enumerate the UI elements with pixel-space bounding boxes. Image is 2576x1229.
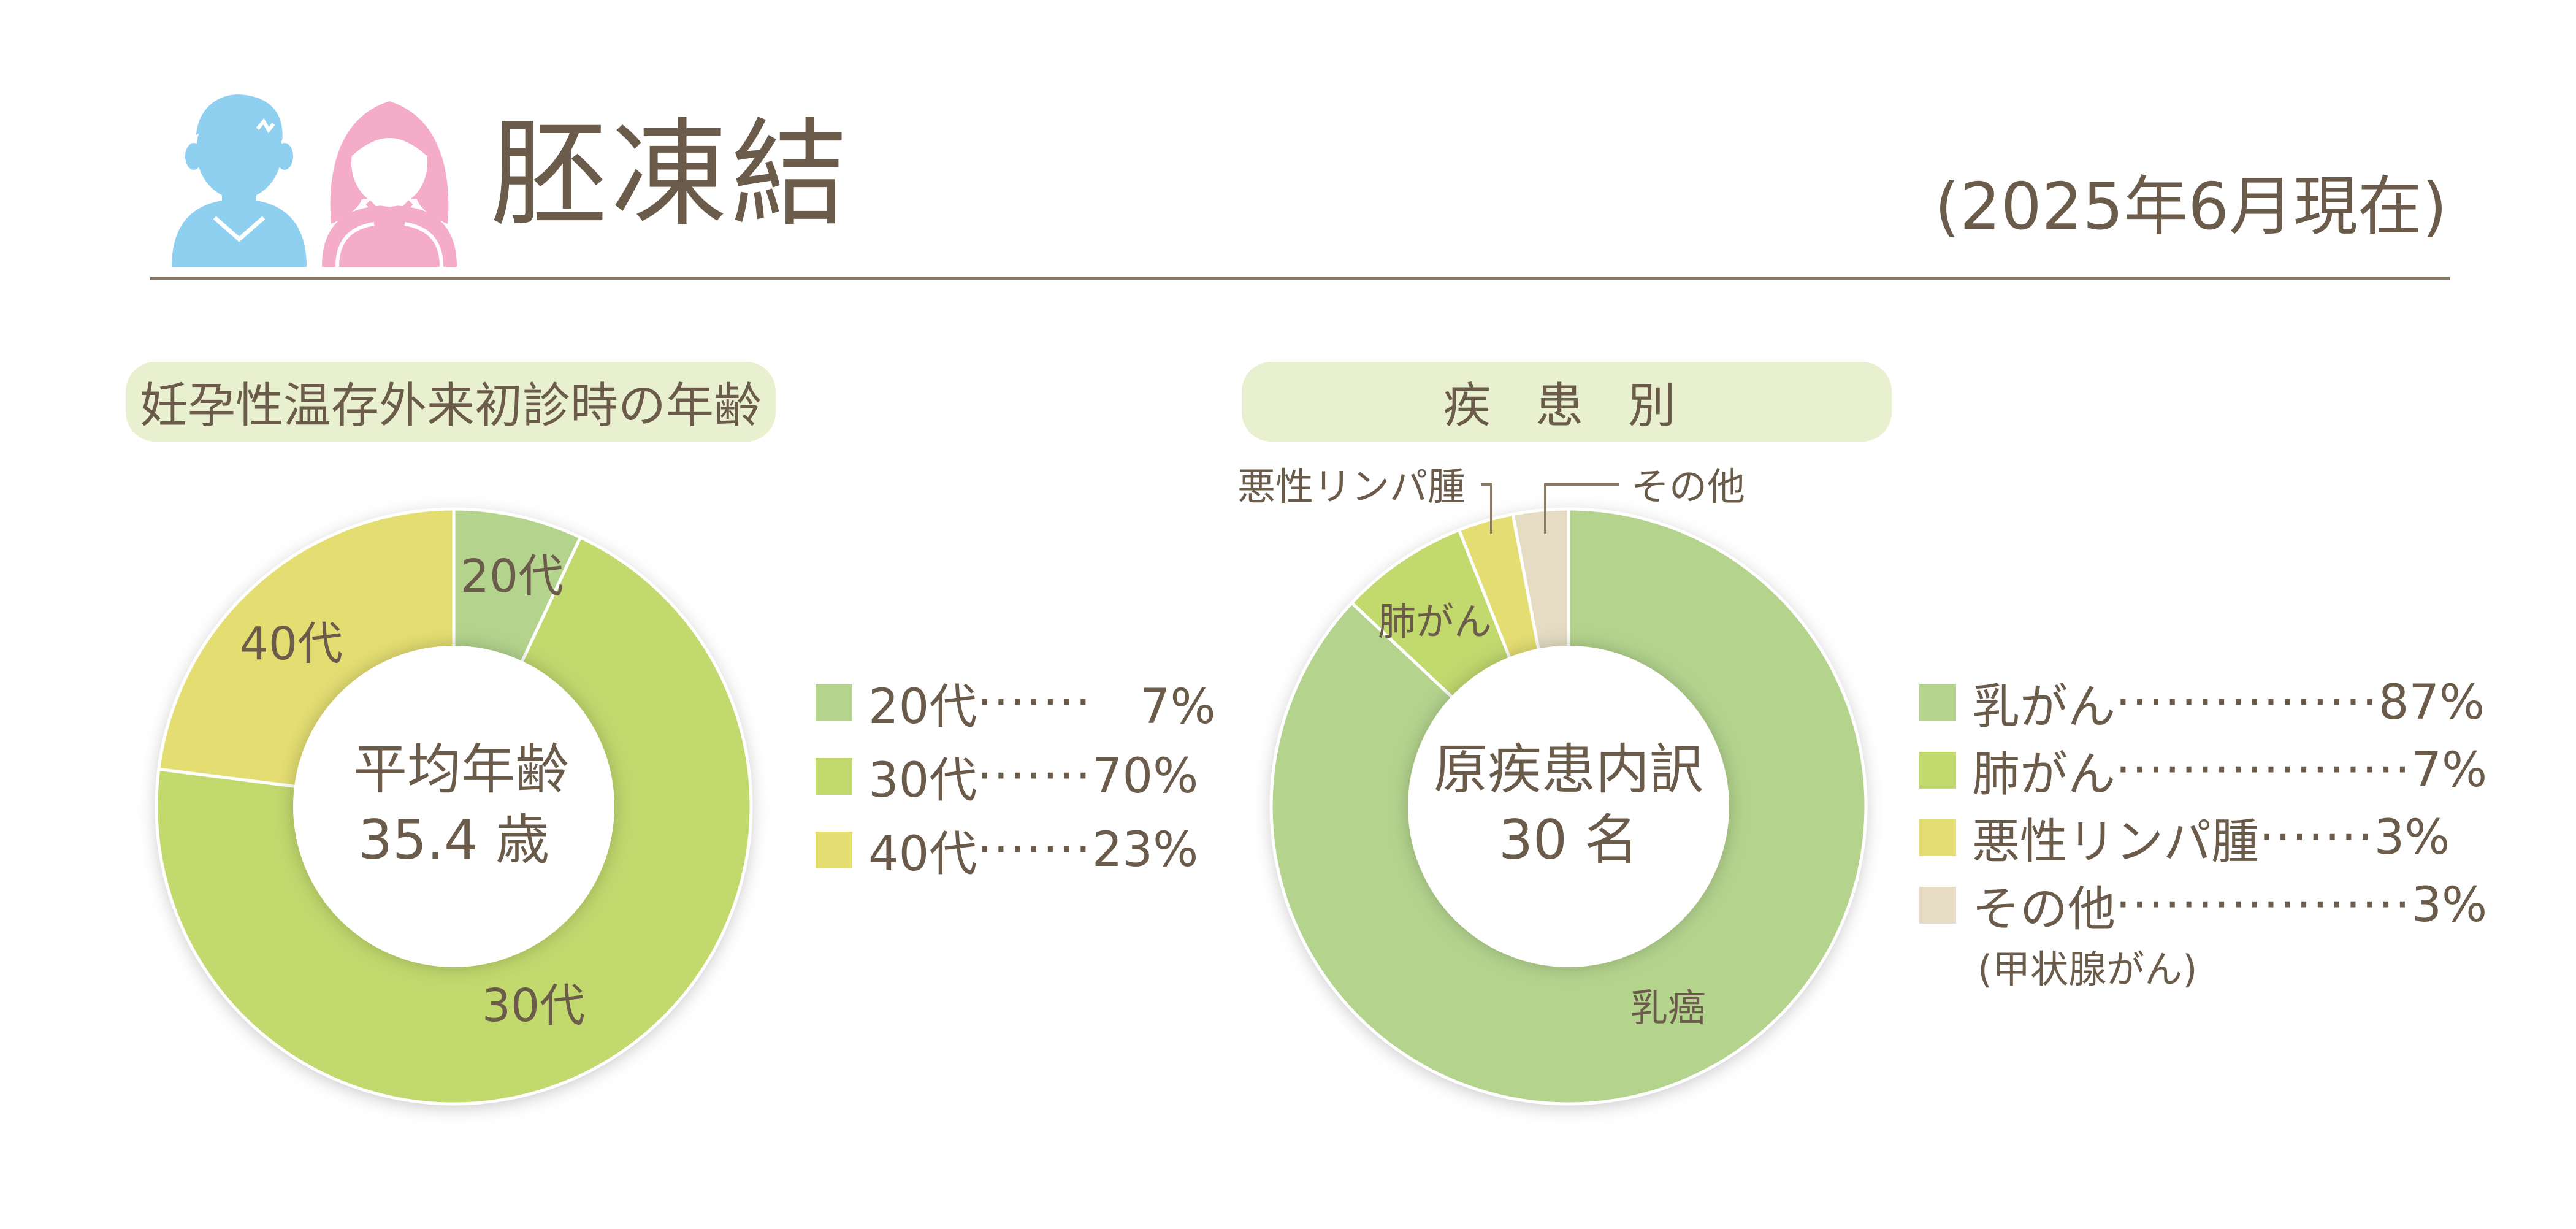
disease-slice-1 bbox=[1269, 507, 1868, 1106]
age-legend-value: 70% bbox=[1091, 749, 1199, 804]
age-legend-label: 20代 bbox=[868, 680, 977, 735]
age-legend-leader: ······· bbox=[977, 749, 1092, 804]
disease-legend-leader: ·················· bbox=[2115, 878, 2412, 933]
age-center-label-line1: 平均年齢 bbox=[353, 738, 569, 801]
disease-legend-label: 肺がん bbox=[1972, 747, 2116, 802]
disease-legend-leader: ················ bbox=[2115, 675, 2379, 730]
disease-legend-swatch bbox=[1919, 752, 1956, 789]
age-section-title: 妊孕性温存外来初診時の年齢 bbox=[126, 362, 776, 442]
disease-donut-chart: 原疾患内訳 30 名 乳癌 肺がん 悪性リンパ腫 その他 bbox=[1237, 464, 1868, 1106]
disease-legend-value: 3% bbox=[2411, 878, 2488, 933]
disease-legend-label: 悪性リンパ腫 bbox=[1972, 814, 2260, 870]
disease-legend-label: 乳がん bbox=[1972, 680, 2116, 735]
page-title: 胚凍結 bbox=[491, 107, 852, 242]
disease-center-label-line2: 30 名 bbox=[1499, 808, 1638, 871]
age-legend-item-2: 30代 ······· 70% bbox=[816, 742, 1198, 811]
age-legend-swatch bbox=[816, 758, 852, 795]
disease-legend-swatch bbox=[1919, 819, 1956, 856]
disease-section-title: 疾 患 別 bbox=[1242, 362, 1892, 442]
disease-legend-item-2: 肺がん ·················· 7% bbox=[1919, 736, 2487, 805]
age-legend-label: 30代 bbox=[868, 753, 977, 808]
disease-slice-label-2: 肺がん bbox=[1378, 599, 1492, 644]
age-legend-value: 23% bbox=[1091, 822, 1199, 878]
other-leader-line bbox=[1544, 483, 1619, 534]
age-legend-swatch bbox=[816, 684, 852, 721]
age-legend-item-3: 40代 ······· 23% bbox=[816, 816, 1198, 884]
disease-slice-label-3: 悪性リンパ腫 bbox=[1237, 464, 1466, 509]
age-center-label-line2: 35.4 歳 bbox=[358, 808, 549, 871]
age-slice-label-1: 20代 bbox=[461, 550, 564, 603]
disease-legend-label: その他 bbox=[1972, 882, 2116, 937]
disease-legend-swatch bbox=[1919, 887, 1956, 924]
lymphoma-leader-line bbox=[1481, 483, 1492, 534]
disease-legend-swatch bbox=[1919, 684, 1956, 721]
age-legend-swatch bbox=[816, 832, 852, 868]
disease-legend-value: 87% bbox=[2378, 675, 2485, 730]
disease-slice-label-1: 乳癌 bbox=[1630, 986, 1706, 1030]
disease-slice-label-4: その他 bbox=[1631, 464, 1745, 509]
disease-legend-value: 7% bbox=[2411, 743, 2488, 798]
disease-legend-leader: ······· bbox=[2259, 810, 2374, 865]
age-slice-label-3: 40代 bbox=[240, 618, 343, 670]
age-legend-leader: ······· bbox=[977, 675, 1092, 730]
disease-legend-item-3: 悪性リンパ腫 ······· 3% bbox=[1919, 803, 2450, 872]
disease-center-label-line1: 原疾患内訳 bbox=[1434, 738, 1703, 801]
age-slice-label-2: 30代 bbox=[482, 979, 585, 1032]
age-legend-item-1: 20代 ······· 7% bbox=[816, 668, 1216, 737]
age-legend-leader: ······· bbox=[977, 822, 1092, 878]
header-divider bbox=[150, 277, 2450, 280]
disease-legend-item-1: 乳がん ················ 87% bbox=[1919, 668, 2485, 737]
age-legend-label: 40代 bbox=[868, 827, 977, 882]
disease-legend-value: 3% bbox=[2374, 810, 2450, 865]
other-legend-note: (甲状腺がん) bbox=[1978, 947, 2198, 992]
age-donut-chart: 平均年齢 35.4 歳 20代 30代 40代 bbox=[155, 507, 753, 1106]
disease-legend-leader: ·················· bbox=[2115, 743, 2412, 798]
female-person-icon bbox=[322, 101, 457, 267]
as-of-date: (2025年6月現在) bbox=[1935, 169, 2447, 244]
male-person-icon bbox=[172, 94, 307, 267]
disease-legend-item-4: その他 ·················· 3% bbox=[1919, 871, 2487, 940]
age-legend-value: 7% bbox=[1091, 680, 1216, 735]
